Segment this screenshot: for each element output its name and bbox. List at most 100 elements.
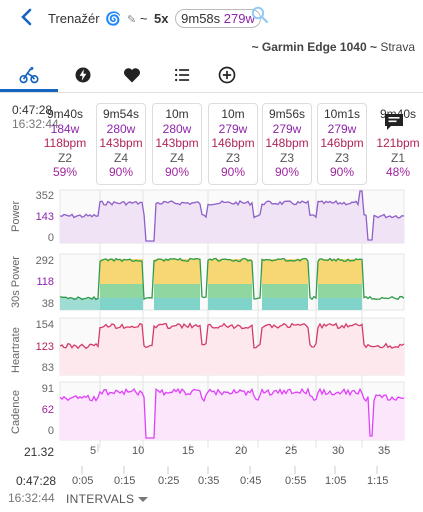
card-zone: Z1 (390, 150, 405, 165)
card-power: 280w (106, 121, 136, 136)
device-name: ~ Garmin Edge 1040 ~ (251, 40, 377, 54)
top-bar: Trenažér 🌀 ✎ ~ 5x 9m58s 279w (0, 0, 423, 36)
hr-area (60, 323, 404, 375)
card-duration: 9m56s (268, 107, 306, 121)
y-axis-label-heartrate: Heartrate (10, 327, 22, 373)
card-heartrate: 121bpm (376, 136, 420, 150)
y-axis-label-30s-power: 30s Power (10, 256, 22, 308)
zone-band (318, 298, 362, 310)
card-power: 280w (162, 121, 192, 136)
tab-power[interactable] (65, 60, 101, 90)
zone-band (154, 298, 200, 310)
card-duration: 10m (165, 107, 189, 121)
pencil-icon[interactable]: ✎ (126, 14, 137, 26)
activity-name: Trenažér (48, 11, 100, 26)
cursor-elapsed-time: 0:47:28 (12, 103, 53, 117)
card-power: 279w (327, 121, 357, 136)
p30-current-value: 118 (36, 276, 54, 288)
zone-band (154, 259, 200, 284)
distance-tick-label: 5 (90, 445, 97, 457)
interval-multiplier: 5x (154, 11, 169, 26)
card-duration: 10m (221, 107, 245, 121)
card-power: 184w (50, 121, 80, 136)
card-percent: 48% (385, 165, 411, 179)
search-icon[interactable] (251, 6, 269, 24)
zone-band (262, 284, 308, 298)
card-heartrate: 148bpm (265, 136, 309, 150)
swirl-icon: 🌀 (105, 11, 122, 26)
card-zone: Z4 (113, 150, 128, 165)
power-line (59, 190, 405, 242)
interval-card[interactable]: 10m1s 279w 146bpm Z3 90% (317, 103, 367, 185)
p30-max-tick: 292 (35, 255, 54, 267)
card-percent: 90% (274, 165, 300, 179)
time-tick-label: 0:25 (158, 475, 180, 487)
heart-icon (123, 68, 141, 83)
time-tick-label: 1:15 (367, 475, 389, 487)
interval-power: 279w (223, 11, 255, 26)
card-duration: 9m40s (46, 107, 84, 121)
interval-card[interactable]: 10m 280w 143bpm Z4 90% (152, 103, 202, 185)
interval-duration: 9m58s (181, 11, 221, 26)
cursor-clock-time: 16:32:44 (12, 117, 59, 131)
interval-card[interactable]: 10m 279w 146bpm Z3 90% (208, 103, 258, 185)
metrics-chart[interactable] (0, 186, 423, 486)
time-tick-label: 0:55 (285, 475, 307, 487)
back-arrow-icon[interactable] (20, 7, 36, 27)
tilde: ~ (139, 11, 148, 26)
distance-tick-label: 10 (132, 445, 145, 457)
tab-add[interactable] (209, 60, 245, 90)
p30-min-tick: 38 (41, 298, 54, 310)
distance-tick-label: 30 (332, 445, 345, 457)
y-axis-label-power: Power (10, 200, 22, 232)
cadence-line (59, 387, 405, 439)
card-percent: 90% (329, 165, 355, 179)
distance-tick-label: 35 (378, 445, 391, 457)
zone-band (262, 259, 308, 284)
chat-bubble-icon[interactable] (383, 112, 405, 132)
zone-band (100, 284, 143, 298)
tab-list[interactable] (164, 60, 200, 90)
time-axis-clock: 16:32:44 (8, 491, 55, 505)
bolt-icon (75, 67, 91, 83)
distance-tick-label: 20 (235, 445, 248, 457)
card-zone: Z3 (225, 150, 240, 165)
power-min-tick: 0 (47, 232, 54, 244)
intervals-dropdown[interactable]: INTERVALS (66, 492, 149, 506)
list-icon (175, 68, 190, 82)
tab-bar (0, 60, 423, 92)
interval-card[interactable]: 9m54s 280w 143bpm Z4 90% (96, 103, 146, 185)
time-tick-label: 1:05 (325, 475, 347, 487)
zone-band (208, 259, 252, 284)
card-power: 279w (218, 121, 248, 136)
power-current-value: 143 (35, 211, 54, 223)
card-zone: Z3 (334, 150, 349, 165)
cadence-area (60, 389, 404, 440)
zone-band (208, 284, 252, 298)
interval-card[interactable]: 9m56s 279w 148bpm Z3 90% (262, 103, 312, 185)
activity-title[interactable]: Trenažér 🌀 ✎ ~ 5x 9m58s 279w (48, 9, 261, 28)
time-tick-label: 0:05 (72, 475, 94, 487)
card-heartrate: 146bpm (211, 136, 255, 150)
card-heartrate: 143bpm (155, 136, 199, 150)
time-axis-elapsed: 0:47:28 (16, 474, 57, 488)
dropdown-caret-icon (138, 497, 149, 503)
card-duration: 9m54s (102, 107, 140, 121)
hr-line (59, 322, 405, 350)
tab-bike[interactable] (11, 60, 47, 90)
zone-band (208, 298, 252, 310)
tab-heartrate[interactable] (114, 60, 150, 90)
p30-line (59, 257, 405, 301)
card-percent: 59% (52, 165, 78, 179)
zone-band (318, 259, 362, 284)
card-heartrate: 146bpm (320, 136, 364, 150)
interval-card[interactable]: 9m40s 184w 118bpm Z2 59% (40, 103, 90, 185)
interval-cards: 9m40s 184w 118bpm Z2 59% 9m54s 280w 143b… (40, 103, 423, 187)
zone-band (100, 298, 143, 310)
activity-source: ~ Garmin Edge 1040 ~ Strava (252, 40, 415, 54)
card-zone: Z2 (57, 150, 72, 165)
hr-current-value: 123 (35, 341, 54, 353)
cad-current-value: 62 (41, 404, 54, 416)
card-zone: Z4 (169, 150, 184, 165)
interval-summary-pill[interactable]: 9m58s 279w (175, 9, 261, 28)
